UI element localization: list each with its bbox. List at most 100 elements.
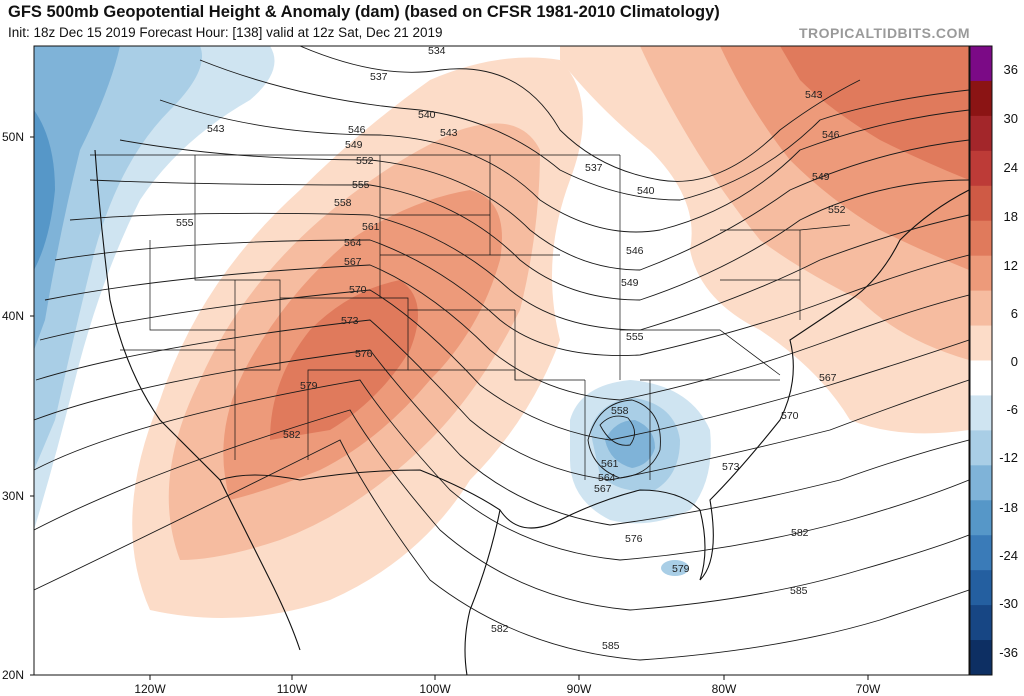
contour-label: 540 xyxy=(637,185,655,197)
lat-label-30n: 30N xyxy=(2,489,24,503)
colorbar-segment xyxy=(970,570,992,606)
colorbar-segment xyxy=(970,500,992,536)
small-anomaly-florida xyxy=(661,560,689,576)
contour-label: 558 xyxy=(611,405,629,417)
lon-label-110w: 110W xyxy=(277,682,308,696)
contour-label: 558 xyxy=(334,197,352,209)
colorbar-segment xyxy=(970,535,992,571)
colorbar-segment xyxy=(970,325,992,361)
contour-label: 555 xyxy=(626,331,644,343)
contour-label: 546 xyxy=(348,124,366,136)
contour-label: 543 xyxy=(805,89,823,101)
lat-label-40n: 40N xyxy=(2,309,24,323)
lat-label-20n: 20N xyxy=(2,668,24,682)
contour-label: 579 xyxy=(672,563,690,575)
contour-label: 537 xyxy=(585,162,603,174)
latitude-axis: 50N 40N 30N 20N xyxy=(2,130,34,682)
contour-label: 561 xyxy=(601,458,619,470)
colorbar-label: 0 xyxy=(1011,354,1018,369)
contour-label: 567 xyxy=(344,256,362,268)
colorbar-label: 24 xyxy=(1004,160,1018,175)
colorbar-label: -36 xyxy=(999,645,1018,660)
contour-label: 549 xyxy=(812,171,830,183)
lon-label-100w: 100W xyxy=(419,682,451,696)
contour-label: 579 xyxy=(300,380,318,392)
contour-label: 567 xyxy=(819,372,837,384)
site-credit: TROPICALTIDBITS.COM xyxy=(798,25,970,41)
colorbar-label: -24 xyxy=(999,548,1018,563)
colorbar-segment xyxy=(970,46,992,82)
contour-labels: 534 537 540 543 543 543 546 546 549 549 … xyxy=(176,45,846,652)
colorbar-segment xyxy=(970,290,992,327)
colorbar-label: 36 xyxy=(1004,62,1018,77)
contour-label: 573 xyxy=(722,461,740,473)
negative-anomaly-west-core xyxy=(34,46,120,350)
colorbar-segment xyxy=(970,640,992,676)
contour-label: 585 xyxy=(602,640,620,652)
coastlines xyxy=(94,149,969,675)
positive-anomaly-northeast-peak xyxy=(780,46,969,180)
contour-label: 564 xyxy=(598,472,616,484)
contour-label: 537 xyxy=(370,71,388,83)
colorbar-frame xyxy=(969,45,993,676)
colorbar-segment xyxy=(970,115,992,152)
contour-label: 567 xyxy=(594,483,612,495)
colorbar-segment xyxy=(970,430,992,466)
colorbar-segment xyxy=(970,80,992,117)
contour-label: 543 xyxy=(440,127,458,139)
map-frame xyxy=(33,45,970,676)
colorbar-segment xyxy=(970,465,992,501)
lon-label-70w: 70W xyxy=(856,682,881,696)
contour-label: 546 xyxy=(626,245,644,257)
contour-label: 543 xyxy=(207,123,225,135)
contour-label: 561 xyxy=(362,221,380,233)
contour-label: 546 xyxy=(822,129,840,141)
height-contours xyxy=(34,46,969,661)
contour-label: 555 xyxy=(176,217,194,229)
negative-anomaly-west-deep xyxy=(34,110,55,270)
colorbar-segment xyxy=(970,395,992,431)
colorbar-label: -12 xyxy=(999,450,1018,465)
longitude-axis: 120W 110W 100W 90W 80W 70W xyxy=(134,675,881,696)
colorbar-segment xyxy=(970,605,992,641)
contour-label: 534 xyxy=(428,45,446,57)
lon-label-80w: 80W xyxy=(712,682,737,696)
colorbar-label: -30 xyxy=(999,596,1018,611)
contour-label: 549 xyxy=(345,139,363,151)
colorbar-label: 30 xyxy=(1004,111,1018,126)
contour-label: 582 xyxy=(491,623,509,635)
contour-label: 564 xyxy=(344,237,362,249)
contour-label: 549 xyxy=(621,277,639,289)
contour-label: 570 xyxy=(349,284,367,296)
colorbar-label: 6 xyxy=(1011,306,1018,321)
contour-label: 573 xyxy=(341,315,359,327)
contour-label: 570 xyxy=(781,410,799,422)
contour-label: 552 xyxy=(356,155,374,167)
contour-label: 540 xyxy=(418,109,436,121)
lon-label-120w: 120W xyxy=(134,682,166,696)
colorbar-segment xyxy=(970,150,992,187)
map-subtitle: Init: 18z Dec 15 2019 Forecast Hour: [13… xyxy=(8,25,443,40)
negative-anomaly-gulf-core xyxy=(605,420,655,468)
colorbar-segment xyxy=(970,360,992,396)
positive-anomaly-peak xyxy=(270,280,418,440)
colorbar-label: -6 xyxy=(1006,402,1018,417)
contour-label: 585 xyxy=(790,585,808,597)
contour-label: 582 xyxy=(791,527,809,539)
anomaly-colorbar xyxy=(969,45,993,676)
colorbar-labels: 36 30 24 18 12 6 0 -6 -12 -18 -24 -30 -3… xyxy=(999,62,1018,660)
lon-label-90w: 90W xyxy=(567,682,592,696)
contour-label: 552 xyxy=(828,204,846,216)
contour-label: 555 xyxy=(352,179,370,191)
colorbar-label: -18 xyxy=(999,500,1018,515)
contour-label: 582 xyxy=(283,429,301,441)
colorbar-segment xyxy=(970,255,992,292)
colorbar-label: 12 xyxy=(1004,258,1018,273)
colorbar-label: 18 xyxy=(1004,209,1018,224)
map-title: GFS 500mb Geopotential Height & Anomaly … xyxy=(8,3,720,21)
contour-label: 576 xyxy=(355,348,373,360)
colorbar-segment xyxy=(970,185,992,222)
colorbar-segment xyxy=(970,220,992,257)
lat-label-50n: 50N xyxy=(2,130,24,144)
